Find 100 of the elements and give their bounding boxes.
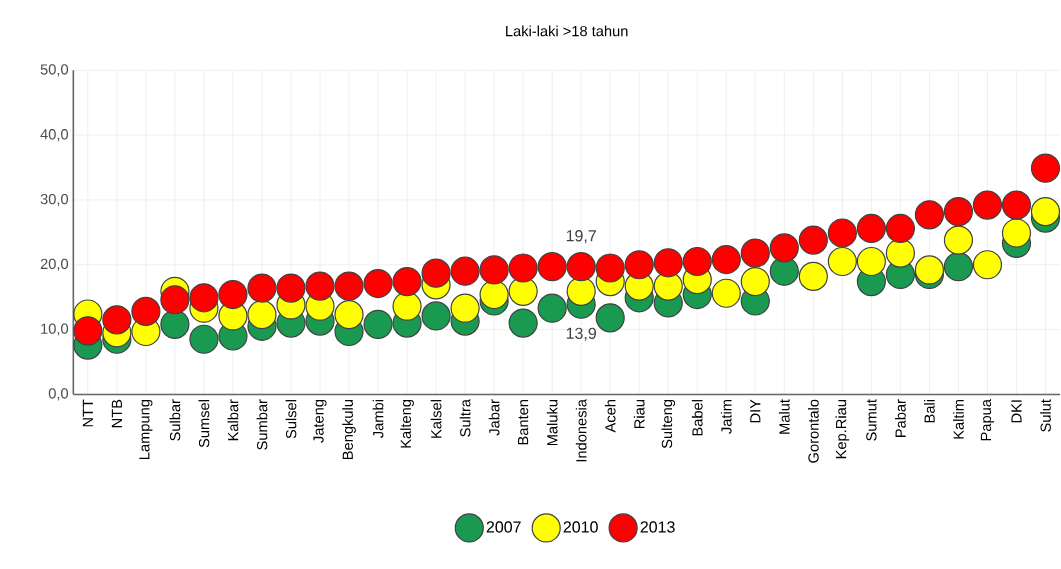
point	[363, 309, 393, 339]
point	[189, 283, 219, 313]
point	[421, 258, 451, 288]
point	[740, 266, 770, 297]
point	[450, 256, 480, 286]
x-tick-label: Jabar	[488, 399, 500, 436]
point	[537, 252, 567, 282]
point	[102, 305, 132, 335]
point	[247, 273, 277, 303]
point	[160, 285, 190, 315]
y-tick-label: 0,0	[48, 388, 69, 401]
point	[566, 276, 596, 306]
point	[827, 218, 857, 248]
point	[798, 225, 828, 255]
point	[827, 246, 857, 277]
point	[595, 303, 625, 333]
point	[943, 197, 974, 227]
x-tick-label: Bali	[924, 400, 935, 423]
point	[392, 266, 422, 297]
point	[189, 324, 219, 354]
point	[421, 301, 451, 331]
x-tick-label: Jatim	[720, 400, 732, 434]
point	[856, 246, 886, 277]
x-tick-label: DIY	[750, 399, 761, 423]
point	[711, 244, 741, 275]
legend-label: 2010	[563, 521, 598, 533]
point	[334, 271, 364, 301]
x-tick-label: DKI	[1011, 400, 1022, 423]
point	[595, 253, 625, 283]
point	[334, 300, 364, 330]
point	[653, 248, 683, 278]
x-tick-label: Jambi	[372, 400, 384, 438]
x-tick-label: Indonesia	[575, 399, 587, 462]
x-tick-label: Sultra	[459, 399, 471, 437]
point	[508, 253, 538, 283]
x-tick-label: Kalbar	[227, 399, 239, 441]
point	[566, 252, 596, 282]
x-tick-label: Malut	[778, 399, 790, 434]
y-tick-label: 10,0	[41, 323, 69, 336]
point	[1001, 190, 1032, 220]
chart-title: Laki-laki >18 tahun	[506, 25, 628, 37]
point	[479, 255, 509, 285]
x-tick-label: Papua	[980, 399, 995, 441]
x-tick-label: Kaltim	[953, 400, 964, 439]
x-tick-label: Gorontalo	[807, 399, 819, 463]
x-tick-label: Sulteng	[661, 400, 676, 449]
point	[856, 213, 886, 244]
point	[740, 238, 770, 268]
point	[914, 255, 945, 285]
x-tick-label: NTB	[111, 399, 122, 428]
point	[972, 250, 1003, 280]
x-tick-label: Kep.Riau	[835, 400, 850, 459]
point	[160, 309, 190, 339]
point	[73, 316, 103, 346]
y-tick-label: 30,0	[40, 193, 69, 206]
y-tick-label: 40,0	[40, 129, 69, 142]
x-tick-label: Kalsel	[430, 400, 442, 438]
point	[943, 252, 974, 282]
annotation: 13,9	[566, 327, 596, 341]
x-tick-label: Sulsel	[285, 400, 297, 439]
point	[305, 271, 335, 301]
annotation: 19,7	[566, 230, 596, 244]
point	[1001, 218, 1032, 248]
legend-label: 2007	[486, 521, 521, 533]
point	[247, 300, 277, 330]
point	[972, 190, 1003, 220]
point	[131, 296, 161, 326]
y-tick-label: 20,0	[40, 258, 69, 271]
x-tick-label: Pabar	[895, 399, 906, 437]
point	[943, 225, 974, 255]
point	[798, 261, 828, 291]
point	[450, 293, 480, 323]
point	[885, 238, 915, 268]
legend-label: 2013	[640, 521, 675, 533]
x-tick-label: Jateng	[313, 399, 327, 443]
x-tick-label: Sulbar	[169, 399, 181, 441]
point	[682, 246, 712, 277]
x-tick-label: Aceh	[604, 400, 616, 433]
x-tick-label: Sumbar	[256, 399, 268, 450]
x-tick-label: Lampung	[139, 400, 153, 459]
point	[363, 268, 393, 299]
x-tick-label: Riau	[633, 400, 645, 428]
x-tick-label: Bengkulu	[342, 400, 356, 459]
point	[508, 308, 538, 338]
x-tick-label: Sumsel	[198, 400, 210, 448]
point	[711, 278, 741, 308]
point	[914, 200, 945, 230]
x-tick-label: Kalteng	[400, 400, 414, 448]
point	[218, 279, 248, 310]
point	[885, 213, 915, 244]
x-tick-label: Maluku	[546, 400, 558, 446]
x-tick-label: NTT	[82, 399, 93, 427]
point	[479, 279, 509, 310]
point	[769, 233, 799, 263]
y-tick-label: 50,0	[40, 64, 69, 77]
x-tick-label: Babel	[691, 400, 703, 436]
point	[276, 273, 306, 303]
point	[392, 291, 422, 321]
x-tick-label: Sumut	[866, 399, 877, 441]
point	[624, 250, 654, 280]
